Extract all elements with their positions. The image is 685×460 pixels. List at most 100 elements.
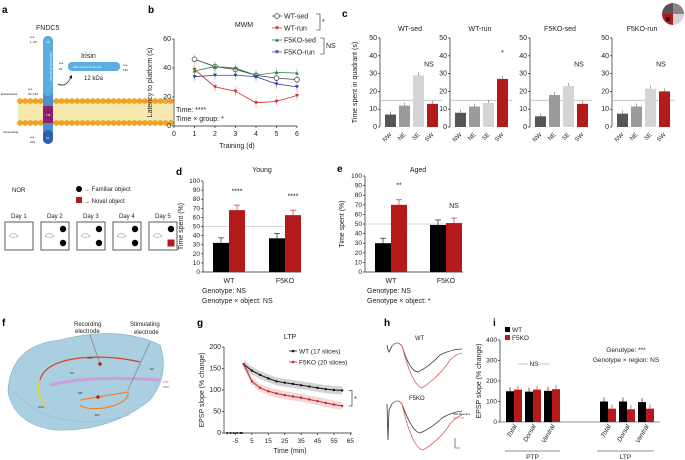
- d-category-label: F5KO: [276, 278, 295, 285]
- nor-day-label: Day 2: [47, 214, 63, 220]
- nor-schematic: NOR → Familiar object → Novel object Day…: [4, 186, 178, 251]
- d-title: Young: [252, 167, 272, 174]
- familiar-object-label: → Familiar object: [84, 187, 131, 193]
- g-point: [316, 399, 319, 403]
- ct-label: Ct: [46, 136, 49, 140]
- nor-day-label: Day 3: [83, 214, 99, 220]
- familiar-object-icon: [95, 239, 103, 247]
- c-WT-run-y-tick-label: 10: [439, 106, 447, 113]
- g-point: [299, 384, 303, 387]
- ltp-legend-label: LTP: [459, 416, 464, 420]
- c-WT-sed-title: WT-sed: [398, 26, 422, 33]
- wt-trace-label: WT: [415, 336, 425, 342]
- c-F5KO-run-y-tick-label: 0: [605, 124, 609, 131]
- e-y-tick-label: 20: [355, 250, 363, 257]
- lipid-head: [105, 120, 112, 126]
- g-x-tick-label: 15: [265, 438, 273, 445]
- c-WT-run-annotation: *: [501, 50, 504, 57]
- b-bracket-f5ko: [320, 37, 325, 55]
- g-x-tick-label: -5: [233, 438, 239, 445]
- b-point-WT-run: [275, 26, 279, 30]
- b-series-F5KO-sed: [192, 61, 299, 81]
- g-y-tick-label: 0: [217, 430, 221, 437]
- g-sem-band-WT (17 slices): [243, 360, 343, 395]
- g-point: [340, 389, 344, 392]
- b-point-F5KO-sed: [295, 71, 299, 75]
- i-bar-LTP-Total-WT: [600, 401, 608, 422]
- mouse-icon: [80, 233, 91, 238]
- i-y-tick-label: 100: [486, 399, 497, 406]
- lipid-head: [131, 98, 138, 104]
- i-bar-PTP-Total-F5KO: [514, 389, 522, 422]
- g-title: LTP: [284, 334, 297, 341]
- sp-label: SP: [46, 40, 50, 44]
- i-category-label: Total: [600, 423, 613, 439]
- lipid-head: [17, 98, 23, 104]
- g-point: [324, 401, 327, 405]
- c-F5KO-sed-bar-NE: [549, 94, 560, 127]
- b-point-F5KO-run: [254, 75, 258, 79]
- g-point: [275, 392, 278, 395]
- b-x-tick-label: 5: [275, 131, 279, 138]
- fndc5-diagram: FNDC5 SP Fibronectin III domain TM Ct a.…: [1, 25, 174, 144]
- baseline-legend-label: Baseline: [459, 412, 471, 416]
- c-terminal-domain: [43, 130, 53, 144]
- lipid-head: [84, 120, 91, 126]
- b-y-tick-label: 60: [163, 36, 171, 43]
- b-y-tick-label: 20: [163, 94, 171, 101]
- c-WT-run-y-tick-label: 20: [439, 88, 447, 95]
- g-point: [316, 386, 319, 390]
- b-line-WT-sed: [194, 58, 298, 80]
- b-series-F5KO-run: [192, 70, 299, 92]
- b-point-F5KO-run: [275, 50, 279, 54]
- e-title: Aged: [410, 167, 426, 174]
- d-bar-WT-Novel object: [229, 210, 245, 272]
- aa-range-29-140: 29–140: [28, 92, 38, 96]
- transmembrane-domain: [43, 106, 53, 123]
- fndc5-title: FNDC5: [36, 25, 59, 32]
- i-legend-swatch: [505, 327, 510, 332]
- d-y-tick-label: 60: [193, 214, 201, 221]
- c-WT-run-y-tick-label: 0: [443, 124, 447, 131]
- e-bar-F5KO-Familiar object: [430, 224, 446, 272]
- e-y-tick-label: 70: [355, 202, 363, 209]
- lipid-head: [100, 98, 106, 104]
- d-y-tick-label: 100: [189, 178, 200, 185]
- g-point: [242, 363, 245, 366]
- c-F5KO-sed-bar-NW: [535, 116, 546, 127]
- c-WT-run-y-tick-label: 40: [439, 53, 447, 60]
- aa-label: a.a.: [28, 87, 33, 91]
- c-F5KO-run-y-tick-label: 30: [601, 71, 609, 78]
- lipid-head: [64, 120, 70, 126]
- pool-quadrant-SE: [673, 14, 684, 25]
- recording-electrode-label-1: Recording: [74, 322, 101, 328]
- b-point-F5KO-sed: [275, 38, 279, 42]
- lipid-head: [147, 120, 153, 126]
- c-F5KO-run-bar-SE: [645, 88, 656, 127]
- d-y-tick-label: 0: [196, 269, 200, 276]
- g-bracket: [349, 390, 353, 407]
- nor-arena-day-1: [4, 221, 34, 251]
- c-F5KO-run-title: F5KO-run: [627, 26, 658, 33]
- d-bar-F5KO-Familiar object: [269, 238, 285, 272]
- g-point: [267, 390, 270, 393]
- c-F5KO-run-y-tick-label: 50: [601, 35, 609, 42]
- c-WT-sed-bar-SE: [413, 75, 424, 127]
- ec-label: EC: [150, 367, 155, 371]
- b-point-WT-sed: [274, 13, 280, 19]
- e-y-tick-label: 40: [355, 231, 363, 238]
- cleavage-arrow-icon: [57, 76, 72, 86]
- c-WT-sed-bar-NW: [385, 114, 396, 127]
- aa-label: a.a.: [30, 35, 35, 39]
- c-WT-sed-category-label: NE: [397, 132, 407, 142]
- lipid-head: [58, 120, 65, 126]
- lipid-head: [69, 120, 75, 126]
- familiar-object-icon: [131, 225, 139, 233]
- g-y-tick-label: 200: [209, 344, 221, 351]
- g-legend-marker: [291, 349, 295, 353]
- d-y-axis-label: Time spent (%): [178, 203, 185, 250]
- nor-day-label: Day 1: [11, 214, 27, 220]
- lipid-head: [100, 120, 106, 126]
- aa-range-1-28: 1–28: [30, 40, 37, 44]
- g-x-axis-label: Time (min): [273, 448, 306, 455]
